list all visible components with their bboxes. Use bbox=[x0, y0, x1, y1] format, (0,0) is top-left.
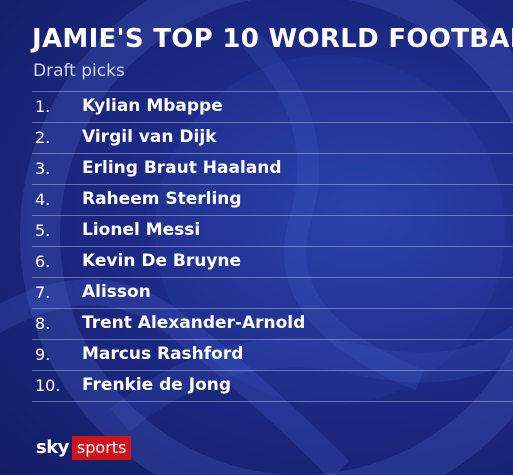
pick-rank: 7. bbox=[35, 283, 51, 302]
pick-rank: 2. bbox=[35, 128, 51, 147]
list-item: 2. Virgil van Dijk bbox=[32, 122, 513, 153]
pick-name: Frenkie de Jong bbox=[82, 375, 232, 395]
list-item: 8. Trent Alexander-Arnold bbox=[32, 308, 513, 339]
pick-name: Trent Alexander-Arnold bbox=[82, 313, 306, 333]
list-item: 9. Marcus Rashford bbox=[32, 339, 513, 370]
pick-name: Marcus Rashford bbox=[82, 344, 244, 364]
pick-name: Kylian Mbappe bbox=[82, 96, 223, 116]
list-item: 6. Kevin De Bruyne bbox=[32, 246, 513, 277]
pick-rank: 10. bbox=[35, 376, 61, 395]
pick-name: Raheem Sterling bbox=[82, 189, 242, 209]
list-item: 7. Alisson bbox=[32, 277, 513, 308]
sky-sports-logo: sky sports bbox=[36, 436, 132, 460]
pick-rank: 6. bbox=[35, 252, 51, 271]
pick-name: Virgil van Dijk bbox=[82, 127, 217, 147]
logo-sports-text: sports bbox=[71, 436, 132, 460]
pick-rank: 4. bbox=[35, 190, 51, 209]
pick-rank: 3. bbox=[35, 159, 51, 178]
pick-name: Kevin De Bruyne bbox=[82, 251, 242, 271]
list-item: 1. Kylian Mbappe bbox=[32, 91, 513, 122]
logo-sky-text: sky bbox=[36, 437, 69, 458]
list-item: 4. Raheem Sterling bbox=[32, 184, 513, 215]
page-title: JAMIE'S TOP 10 WORLD FOOTBALL bbox=[32, 24, 513, 54]
pick-rank: 8. bbox=[35, 314, 51, 333]
pick-rank: 9. bbox=[35, 345, 51, 364]
pick-rank: 1. bbox=[35, 97, 51, 116]
list-item: 3. Erling Braut Haaland bbox=[32, 153, 513, 184]
pick-rank: 5. bbox=[35, 221, 51, 240]
pick-name: Erling Braut Haaland bbox=[82, 158, 282, 178]
page-subtitle: Draft picks bbox=[33, 61, 125, 81]
pick-name: Alisson bbox=[82, 282, 151, 302]
pick-name: Lionel Messi bbox=[82, 220, 201, 240]
list-item: 10. Frenkie de Jong bbox=[32, 370, 513, 402]
list-item: 5. Lionel Messi bbox=[32, 215, 513, 246]
draft-picks-list: 1. Kylian Mbappe 2. Virgil van Dijk 3. E… bbox=[32, 91, 513, 402]
